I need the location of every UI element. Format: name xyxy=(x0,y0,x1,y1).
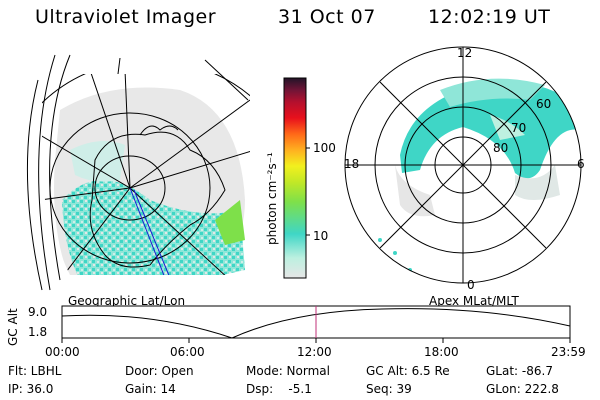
colorbar-tick-100: 100 xyxy=(313,141,336,155)
time-tick-0000: 00:00 xyxy=(45,345,80,359)
colorbar-tick-10: 10 xyxy=(313,229,329,243)
glon-status: GLon: 222.8 xyxy=(486,382,559,396)
colorbar-unit-label: photon cm⁻²s⁻¹ xyxy=(265,152,279,245)
color-scale-bar xyxy=(283,77,310,279)
time-tick-1800: 18:00 xyxy=(424,345,459,359)
altitude-ylabel: GC Alt xyxy=(6,308,20,346)
geographic-caption: Geographic Lat/Lon xyxy=(68,294,186,308)
geographic-map xyxy=(26,54,250,291)
gain-status: Gain: 14 xyxy=(125,382,176,396)
mlat-label-60: 60 xyxy=(536,97,552,111)
instrument-title: Ultraviolet Imager xyxy=(35,6,217,28)
time-tick-0600: 06:00 xyxy=(170,345,205,359)
mlat-label-80: 80 xyxy=(493,141,509,155)
mlt-label-18: 18 xyxy=(344,157,360,171)
gc-alt-status: GC Alt: 6.5 Re xyxy=(366,364,450,378)
altitude-timeline-plot xyxy=(61,305,571,343)
mlt-label-6: 6 xyxy=(577,157,585,171)
altitude-ytick-min: 1.8 xyxy=(28,325,48,339)
door-status: Door: Open xyxy=(125,364,194,378)
mlat-label-70: 70 xyxy=(511,121,527,135)
time-tick-2359: 23:59 xyxy=(551,345,586,359)
observation-time: 12:02:19 UT xyxy=(428,6,551,28)
seq-status: Seq: 39 xyxy=(366,382,412,396)
apex-caption: Apex MLat/MLT xyxy=(429,294,519,308)
filter-status: Flt: LBHL xyxy=(8,364,62,378)
time-tick-1200: 12:00 xyxy=(297,345,332,359)
polar-mlat-mlt-plot xyxy=(344,46,582,284)
mlt-label-12: 12 xyxy=(457,46,473,60)
dsp-status: Dsp: -5.1 xyxy=(246,382,312,396)
glat-status: GLat: -86.7 xyxy=(486,364,553,378)
mlt-label-0: 0 xyxy=(467,278,475,292)
observation-date: 31 Oct 07 xyxy=(278,6,376,28)
mode-status: Mode: Normal xyxy=(246,364,330,378)
altitude-ytick-max: 9.0 xyxy=(28,305,48,319)
ip-status: IP: 36.0 xyxy=(8,382,54,396)
